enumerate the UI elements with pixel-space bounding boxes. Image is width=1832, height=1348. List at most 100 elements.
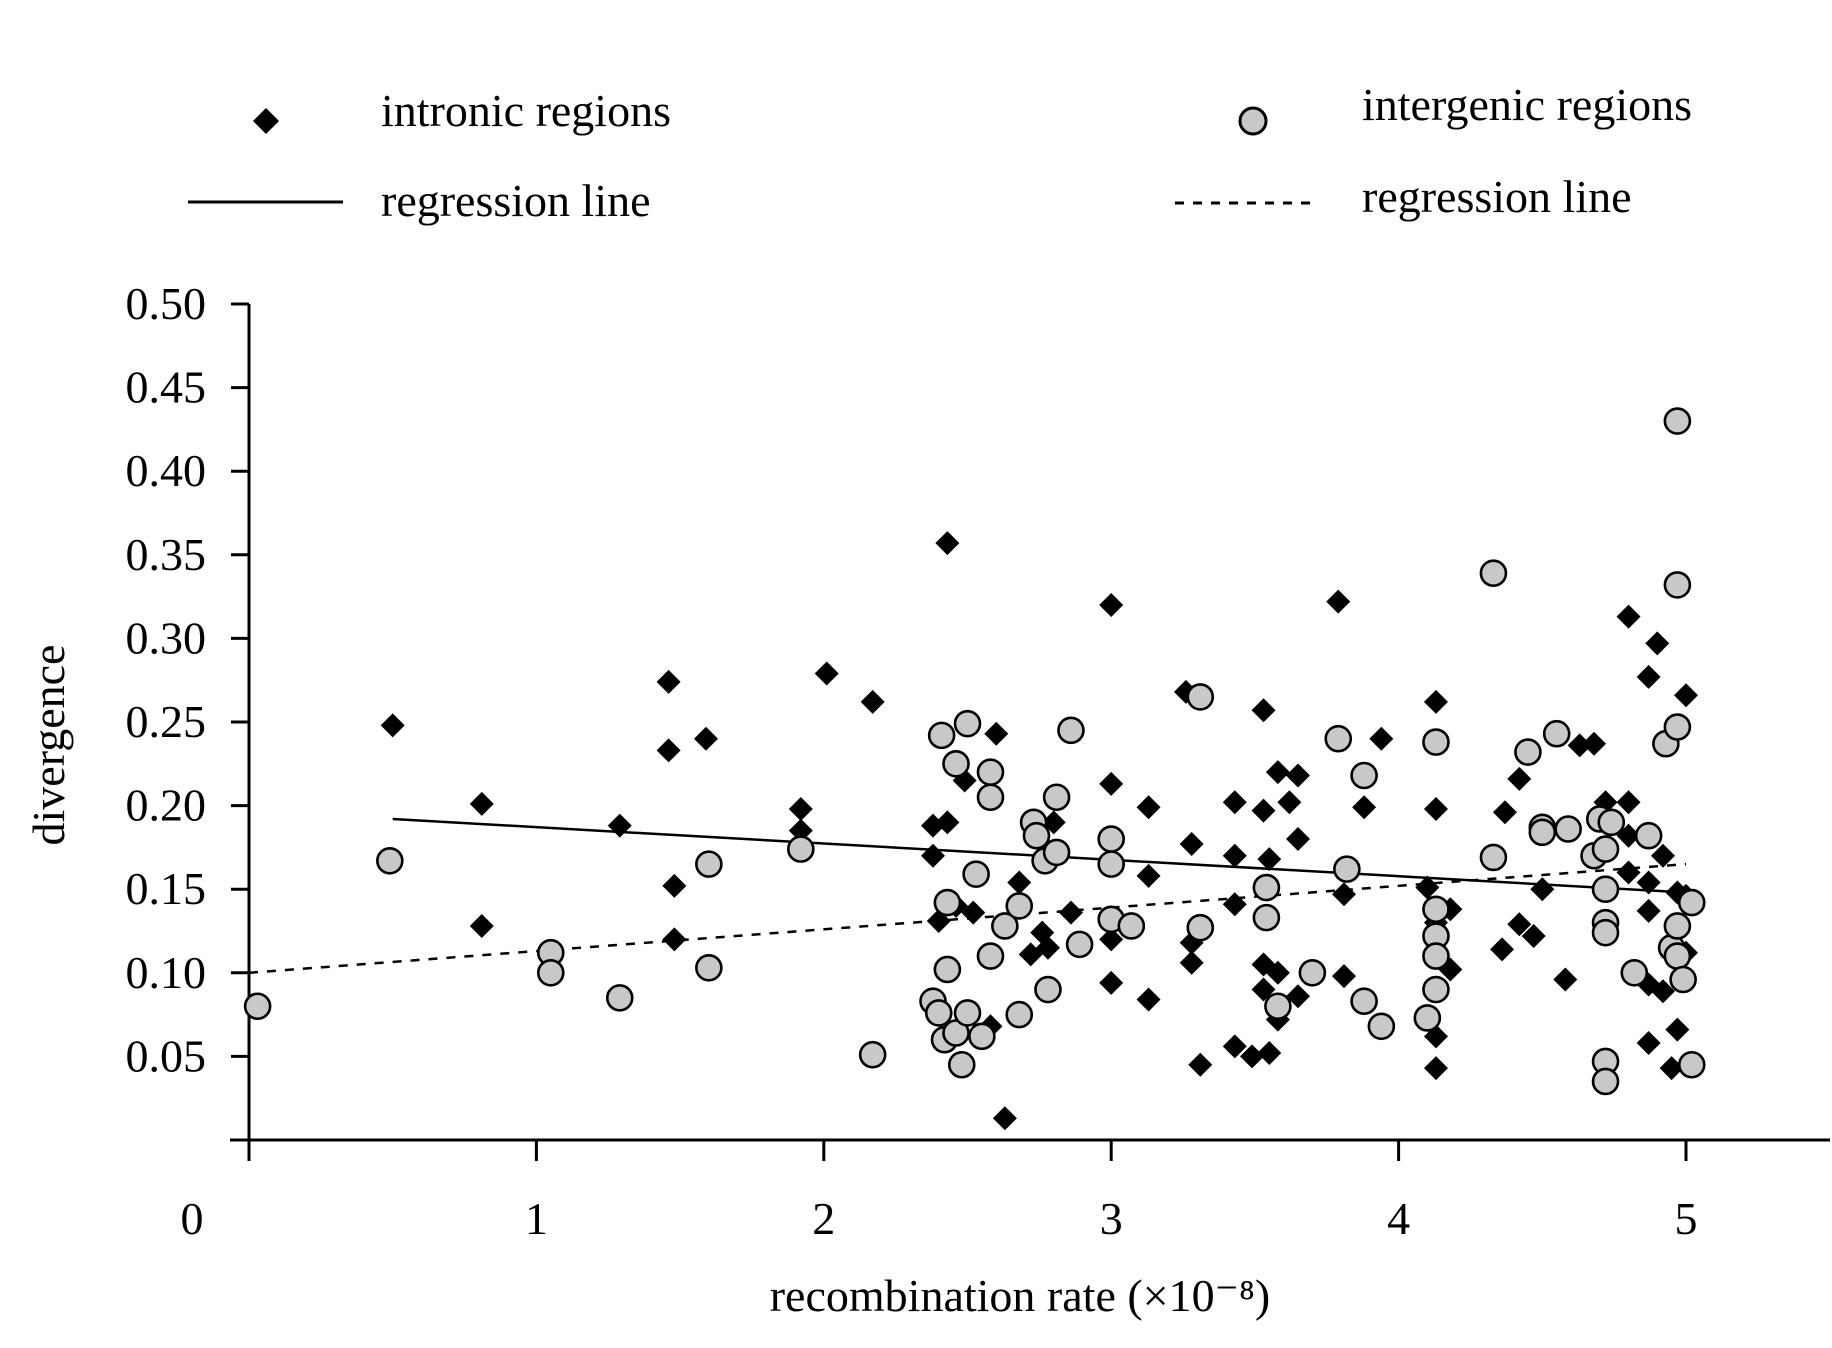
intergenic-point <box>787 835 815 863</box>
y-tick-label: 0.20 <box>126 780 207 831</box>
intergenic-point <box>1663 571 1692 599</box>
x-tick-label: 1 <box>525 1193 548 1244</box>
intronic-point <box>1507 766 1532 791</box>
y-tick-label: 0.10 <box>126 947 207 998</box>
intronic-point <box>1636 898 1661 923</box>
intronic-point <box>380 713 405 738</box>
intronic-point <box>1058 900 1083 925</box>
legend-circle-marker <box>1238 106 1268 136</box>
intronic-point <box>1645 631 1670 656</box>
intronic-point <box>1286 984 1311 1009</box>
y-tick-label: 0.35 <box>126 529 207 580</box>
intergenic-point <box>1554 815 1582 843</box>
intronic-point <box>1636 664 1661 689</box>
intronic-point <box>656 669 681 694</box>
intronic-point <box>469 791 494 816</box>
intergenic-point <box>1542 719 1571 748</box>
intergenic-point <box>1422 895 1450 924</box>
intronic-point <box>1136 795 1161 820</box>
x-tick-label: 3 <box>1100 1193 1123 1244</box>
intronic-point <box>1651 843 1676 868</box>
intergenic-point <box>243 992 272 1021</box>
intergenic-point <box>976 758 1005 786</box>
intronic-point <box>1222 790 1247 815</box>
intergenic-point <box>1298 958 1327 987</box>
intronic-point <box>1099 592 1124 617</box>
intergenic-point <box>1350 987 1378 1016</box>
intronic-point <box>1415 875 1440 900</box>
intergenic-point <box>1350 761 1378 790</box>
intronic-point <box>1659 1056 1684 1081</box>
intronic-point <box>1286 827 1311 852</box>
intergenic-point <box>1264 992 1292 1021</box>
intronic-point <box>1582 731 1607 756</box>
intronic-point <box>1369 726 1394 751</box>
intronic-point <box>1530 877 1555 902</box>
intergenic-point <box>947 1050 976 1079</box>
intergenic-point <box>1669 965 1697 994</box>
intergenic-point <box>1117 912 1146 940</box>
x-tick-label: 4 <box>1387 1193 1410 1244</box>
intergenic-point <box>1514 738 1542 766</box>
intronic-point <box>1331 964 1356 989</box>
intronic-point <box>1240 1044 1265 1069</box>
intronic-point <box>1521 924 1546 949</box>
intronic-point <box>1257 847 1282 872</box>
intronic-point <box>1188 1052 1213 1077</box>
intronic-point <box>1616 790 1641 815</box>
intronic-point <box>1099 927 1124 952</box>
y-tick-label: 0.15 <box>126 863 207 914</box>
intergenic-point <box>1479 559 1508 587</box>
intergenic-point <box>1591 1067 1620 1096</box>
intronic-point <box>662 927 687 952</box>
intergenic-point <box>1677 888 1706 917</box>
intergenic-point <box>1034 975 1062 1004</box>
intergenic-point <box>1333 855 1361 883</box>
intronic-point <box>1665 1017 1690 1042</box>
intergenic-point <box>1097 850 1125 878</box>
intronic-point <box>1507 912 1532 937</box>
intergenic-point <box>858 1040 887 1069</box>
intronic-point <box>1136 987 1161 1012</box>
intronic-point <box>1423 796 1448 821</box>
intergenic-point <box>1677 1050 1706 1079</box>
intergenic-point <box>1597 808 1626 837</box>
intergenic-point <box>1252 903 1281 932</box>
intronic-point <box>1222 892 1247 917</box>
intergenic-point <box>695 850 723 878</box>
x-axis-title: recombination rate (×10⁻⁸) <box>770 1270 1271 1321</box>
intronic-point <box>921 843 946 868</box>
intergenic-point <box>1422 942 1450 970</box>
y-axis-title: divergence <box>23 645 74 846</box>
intronic-point <box>1179 950 1204 975</box>
intergenic-point <box>933 955 962 984</box>
intergenic-point <box>1097 825 1125 853</box>
intergenic-point <box>968 1022 996 1051</box>
legend-label-dashed-regression: regression line <box>1362 171 1632 222</box>
intergenic-point <box>933 888 962 917</box>
intronic-point <box>1492 800 1517 825</box>
intronic-point <box>992 1106 1017 1131</box>
intronic-point <box>1222 1034 1247 1059</box>
axes: 0.05 0.10 0.15 0.20 0.25 0.30 0.35 0.40 0.45 0.50… <box>126 278 1830 1244</box>
intronic-point <box>1651 979 1676 1004</box>
intronic-point <box>1616 604 1641 629</box>
intergenic-point <box>1022 821 1051 850</box>
intronic-point <box>1286 763 1311 788</box>
intronic-point <box>788 796 813 821</box>
intergenic-point <box>991 912 1019 940</box>
intronic-point <box>814 661 839 686</box>
intronic-point <box>1616 860 1641 885</box>
y-tick-label: 0.05 <box>126 1030 207 1081</box>
intergenic-point <box>1422 975 1450 1004</box>
y-tick-label: 0.45 <box>126 362 207 413</box>
intronic-point <box>469 913 494 938</box>
y-ticks: 0.05 0.10 0.15 0.20 0.25 0.30 0.35 0.40 0.45 0.50 <box>126 278 249 1081</box>
legend-diamond-marker <box>253 108 279 134</box>
intergenic-point <box>1663 912 1692 940</box>
intergenic-point <box>1479 843 1508 872</box>
intronic-point <box>1179 832 1204 857</box>
intergenic-point <box>1005 1000 1034 1029</box>
intergenic-point <box>1324 724 1353 753</box>
